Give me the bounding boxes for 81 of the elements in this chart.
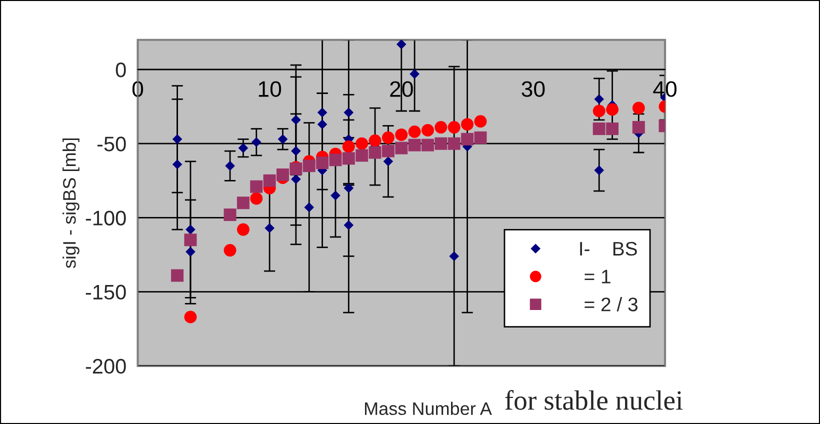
point	[408, 138, 421, 152]
point	[342, 152, 355, 165]
point	[250, 192, 263, 205]
point	[264, 223, 274, 233]
point	[594, 94, 604, 104]
point	[317, 108, 328, 118]
point	[448, 121, 460, 134]
point	[236, 196, 250, 210]
point	[291, 174, 301, 184]
point	[329, 154, 342, 166]
point	[422, 138, 434, 152]
point	[224, 208, 236, 221]
point	[317, 119, 328, 130]
point	[172, 159, 182, 170]
point	[396, 40, 406, 50]
point	[632, 102, 645, 114]
point	[606, 122, 619, 136]
point	[186, 246, 196, 257]
point	[186, 224, 196, 234]
point	[592, 122, 606, 136]
point	[461, 118, 474, 131]
point	[251, 137, 262, 148]
point	[395, 128, 408, 141]
point	[291, 146, 301, 156]
point	[395, 142, 408, 154]
point	[238, 143, 248, 153]
point	[316, 156, 329, 170]
point	[224, 244, 236, 257]
point	[184, 310, 197, 324]
y-tick-label: -200	[86, 358, 126, 374]
point	[368, 146, 382, 159]
point	[474, 131, 487, 144]
x-tick-label: 30	[522, 81, 545, 97]
y-tick-label: -150	[86, 284, 126, 300]
point	[291, 114, 301, 125]
point	[434, 121, 448, 134]
y-tick-label: -100	[86, 210, 126, 226]
point	[474, 115, 487, 128]
legend-label: I- BS	[580, 242, 637, 256]
point	[236, 223, 250, 236]
point	[434, 137, 448, 150]
point	[250, 180, 263, 193]
point	[263, 174, 276, 187]
point	[302, 160, 316, 172]
point	[382, 131, 394, 144]
point	[408, 125, 421, 138]
x-tick-label: 10	[258, 81, 282, 97]
point	[344, 220, 354, 230]
point	[330, 190, 340, 200]
y-axis-title: sigI - sigBS [mb]	[62, 138, 80, 268]
text: for stable nuclei	[505, 390, 683, 410]
legend-label: = 2 / 3	[584, 297, 638, 312]
legend-label: = 1	[584, 270, 610, 284]
point	[276, 168, 290, 181]
point	[461, 132, 474, 146]
point	[171, 269, 184, 282]
point	[382, 144, 394, 158]
point	[410, 69, 420, 79]
point	[422, 124, 434, 137]
point	[368, 134, 382, 147]
point	[225, 160, 235, 171]
point	[449, 251, 460, 262]
point	[356, 149, 368, 162]
point	[344, 108, 354, 118]
point	[592, 104, 606, 118]
x-axis-title: Mass Number A	[365, 402, 492, 416]
point	[356, 137, 368, 150]
point	[344, 183, 354, 193]
point	[304, 202, 314, 212]
x-tick-label: 0	[132, 81, 144, 97]
point	[632, 121, 645, 134]
y-tick-label: 0	[116, 62, 126, 78]
point	[172, 134, 182, 144]
point	[448, 137, 460, 150]
point	[606, 103, 619, 116]
y-tick-label: -50	[97, 136, 126, 152]
point	[342, 140, 355, 153]
point	[383, 156, 394, 166]
point	[278, 134, 288, 144]
point	[594, 165, 604, 176]
point	[184, 234, 197, 246]
